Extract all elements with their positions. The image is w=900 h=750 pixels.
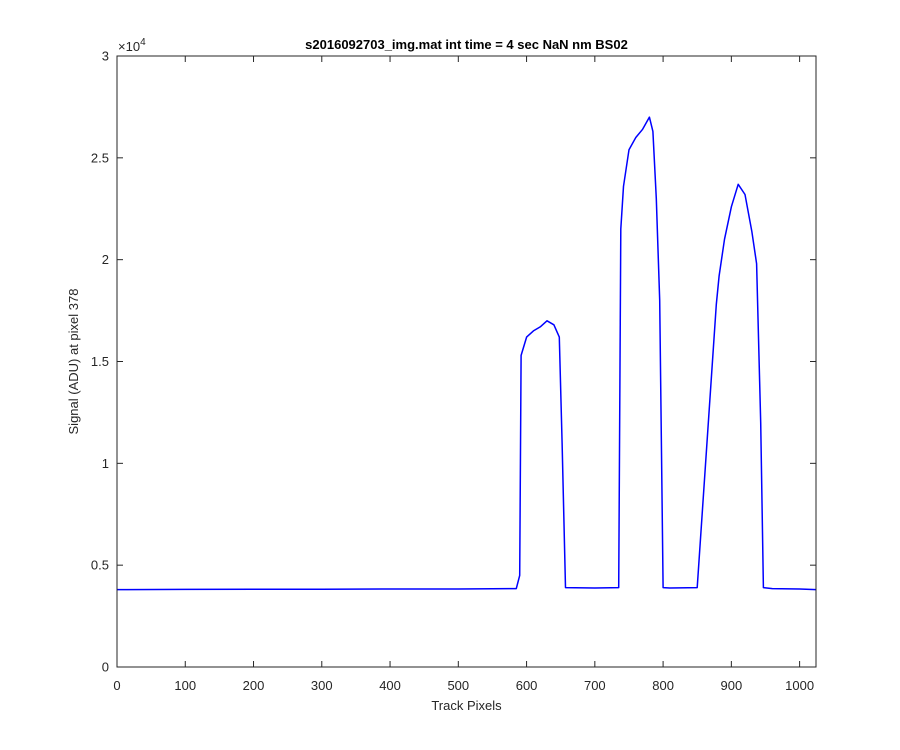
y-tick-label: 3 — [102, 49, 109, 64]
series-line — [116, 116, 817, 591]
y-tick-label: 2.5 — [91, 150, 109, 165]
y-tick-label: 1 — [102, 456, 109, 471]
x-tick-label: 900 — [721, 678, 743, 693]
x-tick-label: 500 — [447, 678, 469, 693]
y-tick-label: 2 — [102, 252, 109, 267]
y-tick-label: 0 — [102, 660, 109, 675]
y-axis-label: Signal (ADU) at pixel 378 — [66, 289, 81, 435]
axes-box — [116, 55, 817, 668]
x-tick-label: 300 — [311, 678, 333, 693]
x-tick-label: 0 — [113, 678, 120, 693]
x-tick-label: 600 — [516, 678, 538, 693]
x-axis-label: Track Pixels — [431, 698, 502, 713]
plot-area — [117, 56, 816, 667]
series-group — [116, 116, 817, 591]
x-axis-ticks: 0 100 200 300 400 500 600 700 800 900 1000 — [113, 56, 814, 693]
x-tick-label: 1000 — [785, 678, 814, 693]
x-tick-label: 800 — [652, 678, 674, 693]
x-tick-label: 100 — [174, 678, 196, 693]
x-tick-label: 400 — [379, 678, 401, 693]
y-exponent-power: 4 — [140, 37, 146, 48]
y-tick-label: 1.5 — [91, 354, 109, 369]
y-axis-exponent: ×104 — [118, 37, 146, 54]
chart-title: s2016092703_img.mat int time = 4 sec NaN… — [305, 37, 628, 52]
x-tick-label: 200 — [243, 678, 265, 693]
x-tick-label: 700 — [584, 678, 606, 693]
y-exponent-base: ×10 — [118, 39, 140, 54]
y-tick-label: 0.5 — [91, 558, 109, 573]
